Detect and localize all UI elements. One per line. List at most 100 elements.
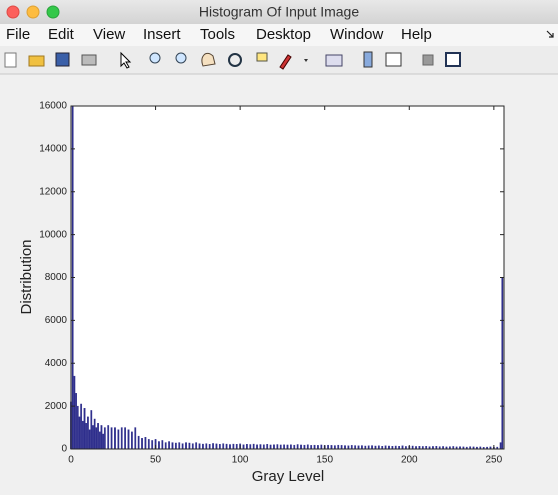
x-tick-label: 150 [316, 455, 333, 466]
y-tick-label: 12000 [39, 186, 67, 197]
menu-item[interactable]: Window [330, 26, 384, 43]
bar [259, 444, 262, 450]
zoom-in-icon[interactable] [149, 52, 161, 64]
title-bar [0, 0, 558, 24]
window-title: Histogram Of Input Image [199, 4, 360, 20]
pan-icon[interactable] [201, 52, 216, 67]
new-icon[interactable] [4, 52, 17, 68]
bar [371, 445, 373, 450]
menu-item[interactable]: View [93, 26, 125, 43]
bar [313, 444, 316, 450]
bar [78, 416, 81, 450]
x-tick-label: 200 [401, 455, 418, 466]
bar [144, 437, 147, 450]
bar [102, 433, 105, 450]
bar [90, 410, 93, 450]
bar [168, 441, 170, 450]
rotate-icon[interactable] [228, 53, 242, 67]
hide-plot-tools-icon[interactable] [422, 54, 434, 66]
bar [198, 443, 201, 450]
bar [120, 427, 123, 450]
dock-arrow[interactable] [546, 30, 554, 38]
bar [85, 423, 88, 450]
bar [97, 423, 99, 450]
plot-area [71, 106, 504, 449]
bar [151, 440, 154, 450]
pointer-icon[interactable] [120, 51, 132, 69]
bar [276, 444, 279, 450]
bar [262, 444, 265, 450]
bar [117, 429, 120, 450]
y-tick-label: 4000 [45, 358, 68, 369]
bar [283, 444, 285, 450]
bar [80, 403, 83, 450]
bar [286, 444, 289, 450]
show-plot-tools-icon[interactable] [445, 52, 461, 67]
bar [361, 445, 363, 450]
bar [293, 444, 296, 450]
bar [161, 440, 164, 450]
menu-item[interactable]: File [6, 26, 30, 43]
bar [76, 405, 79, 450]
bar [246, 444, 248, 450]
bar [141, 438, 143, 450]
bar [290, 444, 292, 450]
menu-bar [0, 24, 558, 46]
y-tick-label: 2000 [45, 401, 68, 412]
close-button[interactable] [6, 5, 20, 19]
x-tick-label: 50 [150, 455, 162, 466]
y-tick-label: 14000 [39, 144, 67, 155]
bar [181, 443, 184, 450]
bar [158, 441, 160, 450]
zoom-button[interactable] [46, 5, 60, 19]
bar [171, 442, 174, 450]
brush-dropdown[interactable] [304, 59, 308, 62]
bar [202, 443, 204, 450]
y-axis-label: Distribution [18, 239, 35, 314]
bar [252, 443, 255, 450]
save-icon[interactable] [55, 52, 70, 67]
bar [296, 444, 299, 450]
bar [137, 435, 140, 450]
bar [127, 429, 130, 450]
bar [87, 416, 89, 450]
minimize-button[interactable] [26, 5, 40, 19]
bar [205, 443, 208, 450]
x-tick-label: 0 [68, 455, 74, 466]
link-icon[interactable] [325, 54, 343, 67]
menu-item[interactable]: Tools [200, 26, 235, 43]
zoom-out-icon[interactable] [175, 52, 187, 64]
menu-item[interactable]: Desktop [256, 26, 311, 43]
bar [164, 442, 167, 450]
bar [178, 442, 181, 450]
menu-item[interactable]: Insert [143, 26, 181, 43]
print-icon[interactable] [81, 54, 97, 66]
bar [195, 442, 198, 450]
menu-item[interactable]: Edit [48, 26, 75, 43]
bar [279, 444, 282, 450]
bar [134, 427, 137, 450]
bar [81, 420, 84, 450]
open-icon[interactable] [28, 55, 45, 67]
legend-icon[interactable] [385, 52, 402, 67]
bar [100, 425, 103, 450]
menu-item[interactable]: Help [401, 26, 432, 43]
bar [317, 445, 319, 450]
x-tick-label: 250 [486, 455, 503, 466]
colorbar-icon[interactable] [363, 51, 373, 68]
bar [273, 444, 275, 450]
bar [114, 427, 116, 450]
bar [212, 443, 214, 450]
bar [235, 444, 238, 450]
bar [98, 431, 101, 450]
bar [499, 442, 502, 450]
bar [310, 445, 313, 450]
brush-icon[interactable] [279, 54, 292, 70]
bar [191, 443, 194, 450]
bar [340, 445, 343, 450]
bar [93, 418, 96, 450]
bar [327, 444, 329, 450]
bar [185, 442, 187, 450]
y-tick-label: 6000 [45, 315, 68, 326]
datatip-icon[interactable] [256, 52, 268, 62]
